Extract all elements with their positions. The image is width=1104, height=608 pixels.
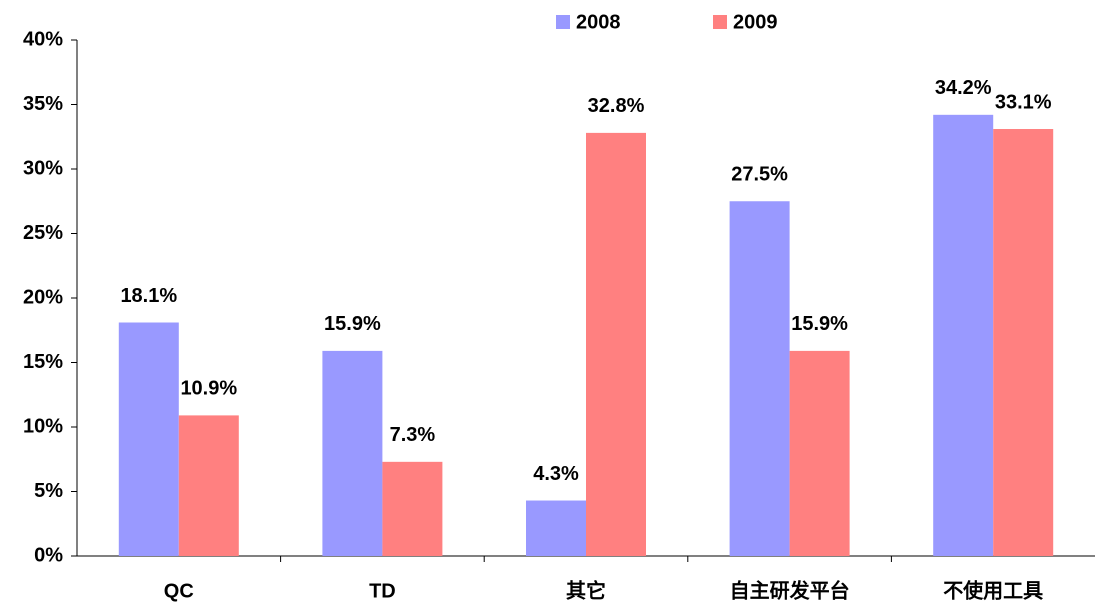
x-tick-label: TD <box>369 580 396 602</box>
bar <box>322 350 383 556</box>
y-tick-label: 25% <box>23 222 63 244</box>
bar <box>933 114 994 556</box>
bar <box>526 500 586 556</box>
legend-swatch <box>556 15 570 29</box>
bar <box>382 461 443 556</box>
y-tick-label: 30% <box>23 157 63 179</box>
data-label: 10.9% <box>180 378 237 400</box>
y-tick-label: 20% <box>23 286 63 308</box>
legend-label: 2009 <box>733 11 778 33</box>
y-tick-label: 0% <box>34 544 63 566</box>
y-tick-label: 40% <box>23 28 63 50</box>
bar <box>178 415 239 556</box>
y-tick-label: 5% <box>34 480 63 502</box>
data-label: 15.9% <box>324 313 381 335</box>
y-tick-label: 35% <box>23 93 63 115</box>
x-tick-label: 不使用工具 <box>943 578 1043 602</box>
data-label: 7.3% <box>390 424 436 446</box>
data-label: 18.1% <box>120 285 177 307</box>
bar <box>789 350 850 556</box>
x-tick-label: QC <box>164 580 194 602</box>
y-tick-label: 15% <box>23 351 63 373</box>
y-tick-label: 10% <box>23 415 63 437</box>
legend-label: 2008 <box>576 11 621 33</box>
data-label: 15.9% <box>791 313 848 335</box>
data-label: 32.8% <box>588 95 645 117</box>
bar <box>729 201 790 556</box>
x-tick-label: 自主研发平台 <box>730 578 850 602</box>
bar <box>993 129 1054 556</box>
data-label: 27.5% <box>731 164 788 186</box>
data-label: 4.3% <box>533 463 579 485</box>
x-tick-label: 其它 <box>566 578 606 602</box>
data-label: 33.1% <box>995 91 1052 113</box>
legend-swatch <box>713 15 727 29</box>
bar <box>118 322 179 556</box>
bar <box>586 132 646 556</box>
data-label: 34.2% <box>935 77 992 99</box>
